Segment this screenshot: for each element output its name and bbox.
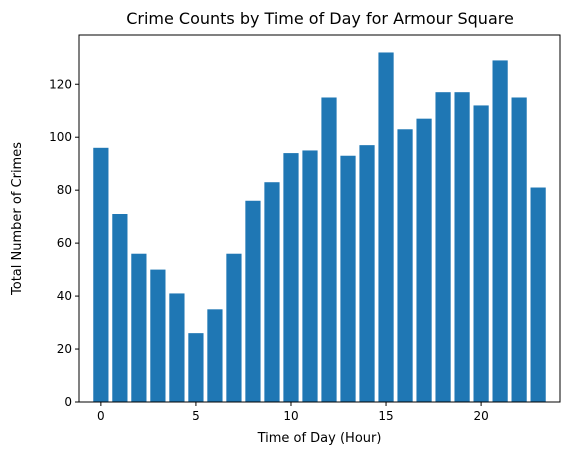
plot-frame [78,34,561,403]
bar-hour-7 [226,253,242,402]
x-tick-label: 20 [473,409,488,423]
x-axis-label: Time of Day (Hour) [257,431,382,446]
bar-hour-4 [169,293,185,402]
bar-hour-3 [150,269,166,402]
y-axis-label: Total Number of Crimes [10,142,25,296]
bar-hour-15 [378,52,394,402]
bar-hour-2 [131,253,147,402]
chart-title: Crime Counts by Time of Day for Armour S… [126,9,514,28]
y-tick-label: 20 [57,342,72,356]
bar-hour-21 [492,60,508,403]
bar-hour-16 [397,129,413,402]
bar-hour-14 [359,145,375,402]
x-tick-label: 0 [97,409,105,423]
y-tick-label: 80 [57,183,72,197]
bar-hour-10 [283,153,299,402]
bar-hour-5 [188,333,204,402]
y-tick-label: 60 [57,236,72,250]
x-ticks: 0 5 10 15 20 [97,402,489,423]
bar-hour-20 [473,105,489,403]
bars-group [93,52,546,403]
bar-hour-1 [112,214,128,402]
bar-hour-8 [245,200,261,402]
bar-hour-19 [454,92,470,402]
bar-hour-22 [511,97,527,403]
y-tick-label: 40 [57,289,72,303]
bar-hour-11 [302,150,318,402]
bar-hour-0 [93,147,109,402]
bar-hour-23 [530,187,546,402]
y-tick-label: 100 [49,130,72,144]
bar-hour-18 [435,92,451,402]
x-tick-label: 15 [378,409,393,423]
bar-hour-12 [321,97,337,403]
bar-hour-13 [340,155,356,402]
bar-hour-17 [416,118,432,403]
x-tick-label: 10 [283,409,298,423]
x-tick-label: 5 [192,409,200,423]
y-tick-label: 0 [64,395,72,409]
bar-hour-6 [207,309,223,402]
y-tick-label: 120 [49,77,72,91]
y-ticks: 0 20 40 60 80 100 120 [49,77,79,409]
bar-hour-9 [264,182,280,402]
